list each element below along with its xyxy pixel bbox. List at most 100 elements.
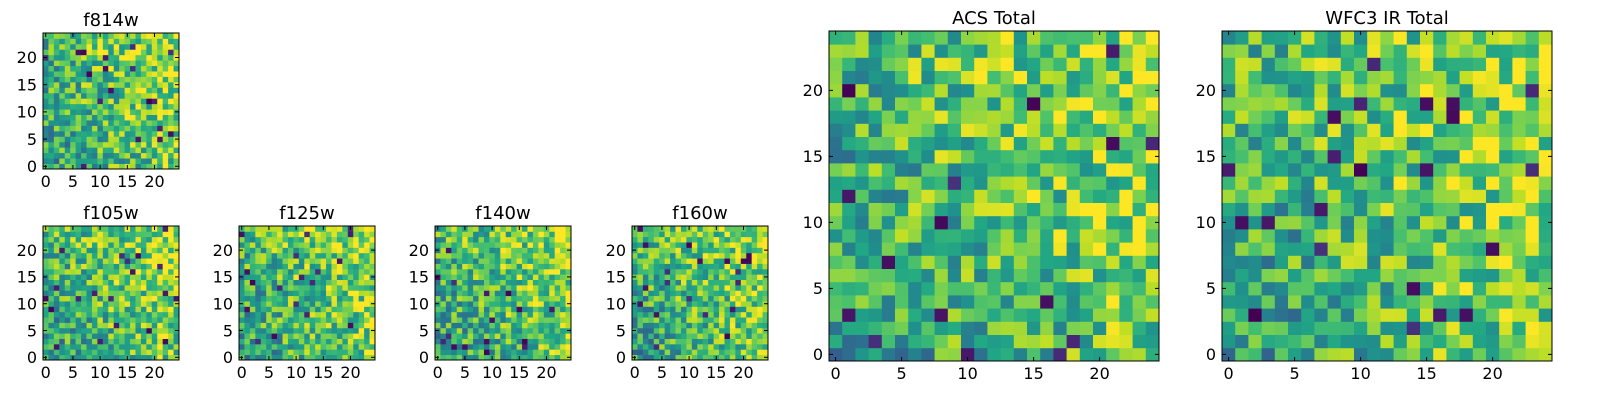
heatmap-cell — [691, 274, 698, 280]
heatmap-cell — [108, 141, 115, 148]
heatmap-cell — [1525, 255, 1540, 269]
heatmap-cell — [70, 349, 77, 356]
heatmap-cell — [48, 98, 55, 105]
heatmap-cell — [908, 31, 922, 45]
y-tick-label: 10 — [409, 294, 429, 313]
heatmap-cell — [119, 81, 125, 88]
heatmap-cell — [680, 354, 687, 361]
heatmap-cell — [1274, 163, 1289, 177]
heatmap-cell — [331, 301, 338, 307]
heatmap-cell — [140, 49, 147, 56]
heatmap-cell — [331, 226, 338, 232]
heatmap-cell — [1459, 229, 1474, 243]
heatmap-cell — [91, 76, 98, 83]
heatmap-cell — [309, 338, 316, 345]
heatmap-cell — [637, 231, 644, 238]
heatmap-cell — [1472, 295, 1487, 309]
heatmap-cell — [124, 349, 131, 356]
heatmap-cell — [473, 242, 479, 248]
heatmap-cell — [70, 231, 77, 238]
heatmap-cell — [664, 231, 671, 238]
heatmap-cell — [511, 343, 517, 350]
heatmap-cell — [255, 306, 262, 313]
heatmap-cell — [1406, 242, 1421, 256]
heatmap-cell — [1486, 229, 1500, 243]
heatmap-cell — [168, 136, 174, 143]
heatmap-cell — [331, 258, 338, 264]
heatmap-cell — [75, 317, 82, 323]
heatmap-cell — [934, 321, 949, 335]
heatmap-cell — [511, 306, 517, 313]
heatmap-cell — [293, 311, 300, 318]
heatmap-cell — [135, 343, 142, 350]
heatmap-cell — [1235, 163, 1249, 177]
heatmap-cell — [947, 163, 962, 177]
heatmap-cell — [1261, 97, 1276, 111]
heatmap-cell — [102, 354, 109, 361]
heatmap-cell — [947, 123, 962, 137]
heatmap-cell — [974, 334, 988, 349]
heatmap-cell — [670, 311, 676, 318]
heatmap-cell — [538, 317, 545, 323]
heatmap-cell — [97, 130, 104, 137]
heatmap-cell — [494, 317, 501, 323]
heatmap-cell — [653, 333, 660, 339]
heatmap-cell — [266, 268, 273, 275]
heatmap-cell — [1119, 229, 1133, 243]
heatmap-cell — [91, 81, 98, 88]
heatmap-cell — [642, 284, 649, 291]
heatmap-cell — [1132, 149, 1147, 164]
heatmap-cell — [369, 290, 376, 297]
heatmap-cell — [48, 65, 55, 72]
heatmap-cell — [81, 103, 87, 110]
heatmap-cell — [1145, 268, 1160, 283]
heatmap-cell — [326, 268, 332, 275]
heatmap-cell — [642, 231, 649, 238]
heatmap-cell — [75, 120, 82, 126]
heatmap-cell — [680, 231, 687, 238]
heatmap-cell — [735, 306, 742, 313]
heatmap-cell — [102, 81, 109, 88]
heatmap-cell — [740, 290, 747, 297]
heatmap-cell — [987, 110, 1001, 124]
heatmap-cell — [1274, 70, 1289, 85]
heatmap-cell — [43, 43, 49, 50]
heatmap-cell — [266, 317, 273, 323]
heatmap-cell — [48, 71, 55, 77]
heatmap-cell — [59, 322, 66, 329]
heatmap-cell — [140, 263, 147, 270]
heatmap-cell — [282, 252, 289, 259]
heatmap-cell — [1433, 163, 1447, 177]
heatmap-cell — [522, 354, 528, 361]
heatmap-cell — [282, 236, 289, 243]
heatmap-cell — [829, 321, 843, 335]
heatmap-cell — [987, 295, 1001, 309]
heatmap-cell — [500, 231, 507, 238]
heatmap-cell — [659, 349, 666, 356]
heatmap-cell — [157, 98, 164, 105]
heatmap-cell — [304, 306, 311, 313]
heatmap-cell — [130, 322, 136, 329]
heatmap-cell — [855, 308, 869, 322]
heatmap-cell — [157, 349, 164, 356]
heatmap-cell — [108, 268, 115, 275]
heatmap-cell — [554, 306, 561, 313]
heatmap-cell — [1066, 31, 1081, 45]
heatmap-cell — [538, 301, 545, 307]
heatmap-cell — [239, 295, 245, 302]
y-tick-label: 10 — [803, 213, 823, 232]
heatmap-cell — [1420, 70, 1434, 85]
heatmap-cell — [855, 57, 869, 71]
heatmap-cell — [91, 65, 98, 72]
heatmap-cell — [239, 236, 245, 243]
heatmap-cell — [81, 120, 87, 126]
heatmap-cell — [157, 301, 164, 307]
heatmap-cell — [277, 258, 283, 264]
heatmap-cell — [719, 317, 725, 323]
heatmap-cell — [1040, 255, 1054, 269]
heatmap-cell — [435, 268, 441, 275]
heatmap-cell — [713, 231, 720, 238]
heatmap-cell — [505, 349, 512, 356]
heatmap-cell — [249, 226, 256, 232]
heatmap-cell — [140, 65, 147, 72]
